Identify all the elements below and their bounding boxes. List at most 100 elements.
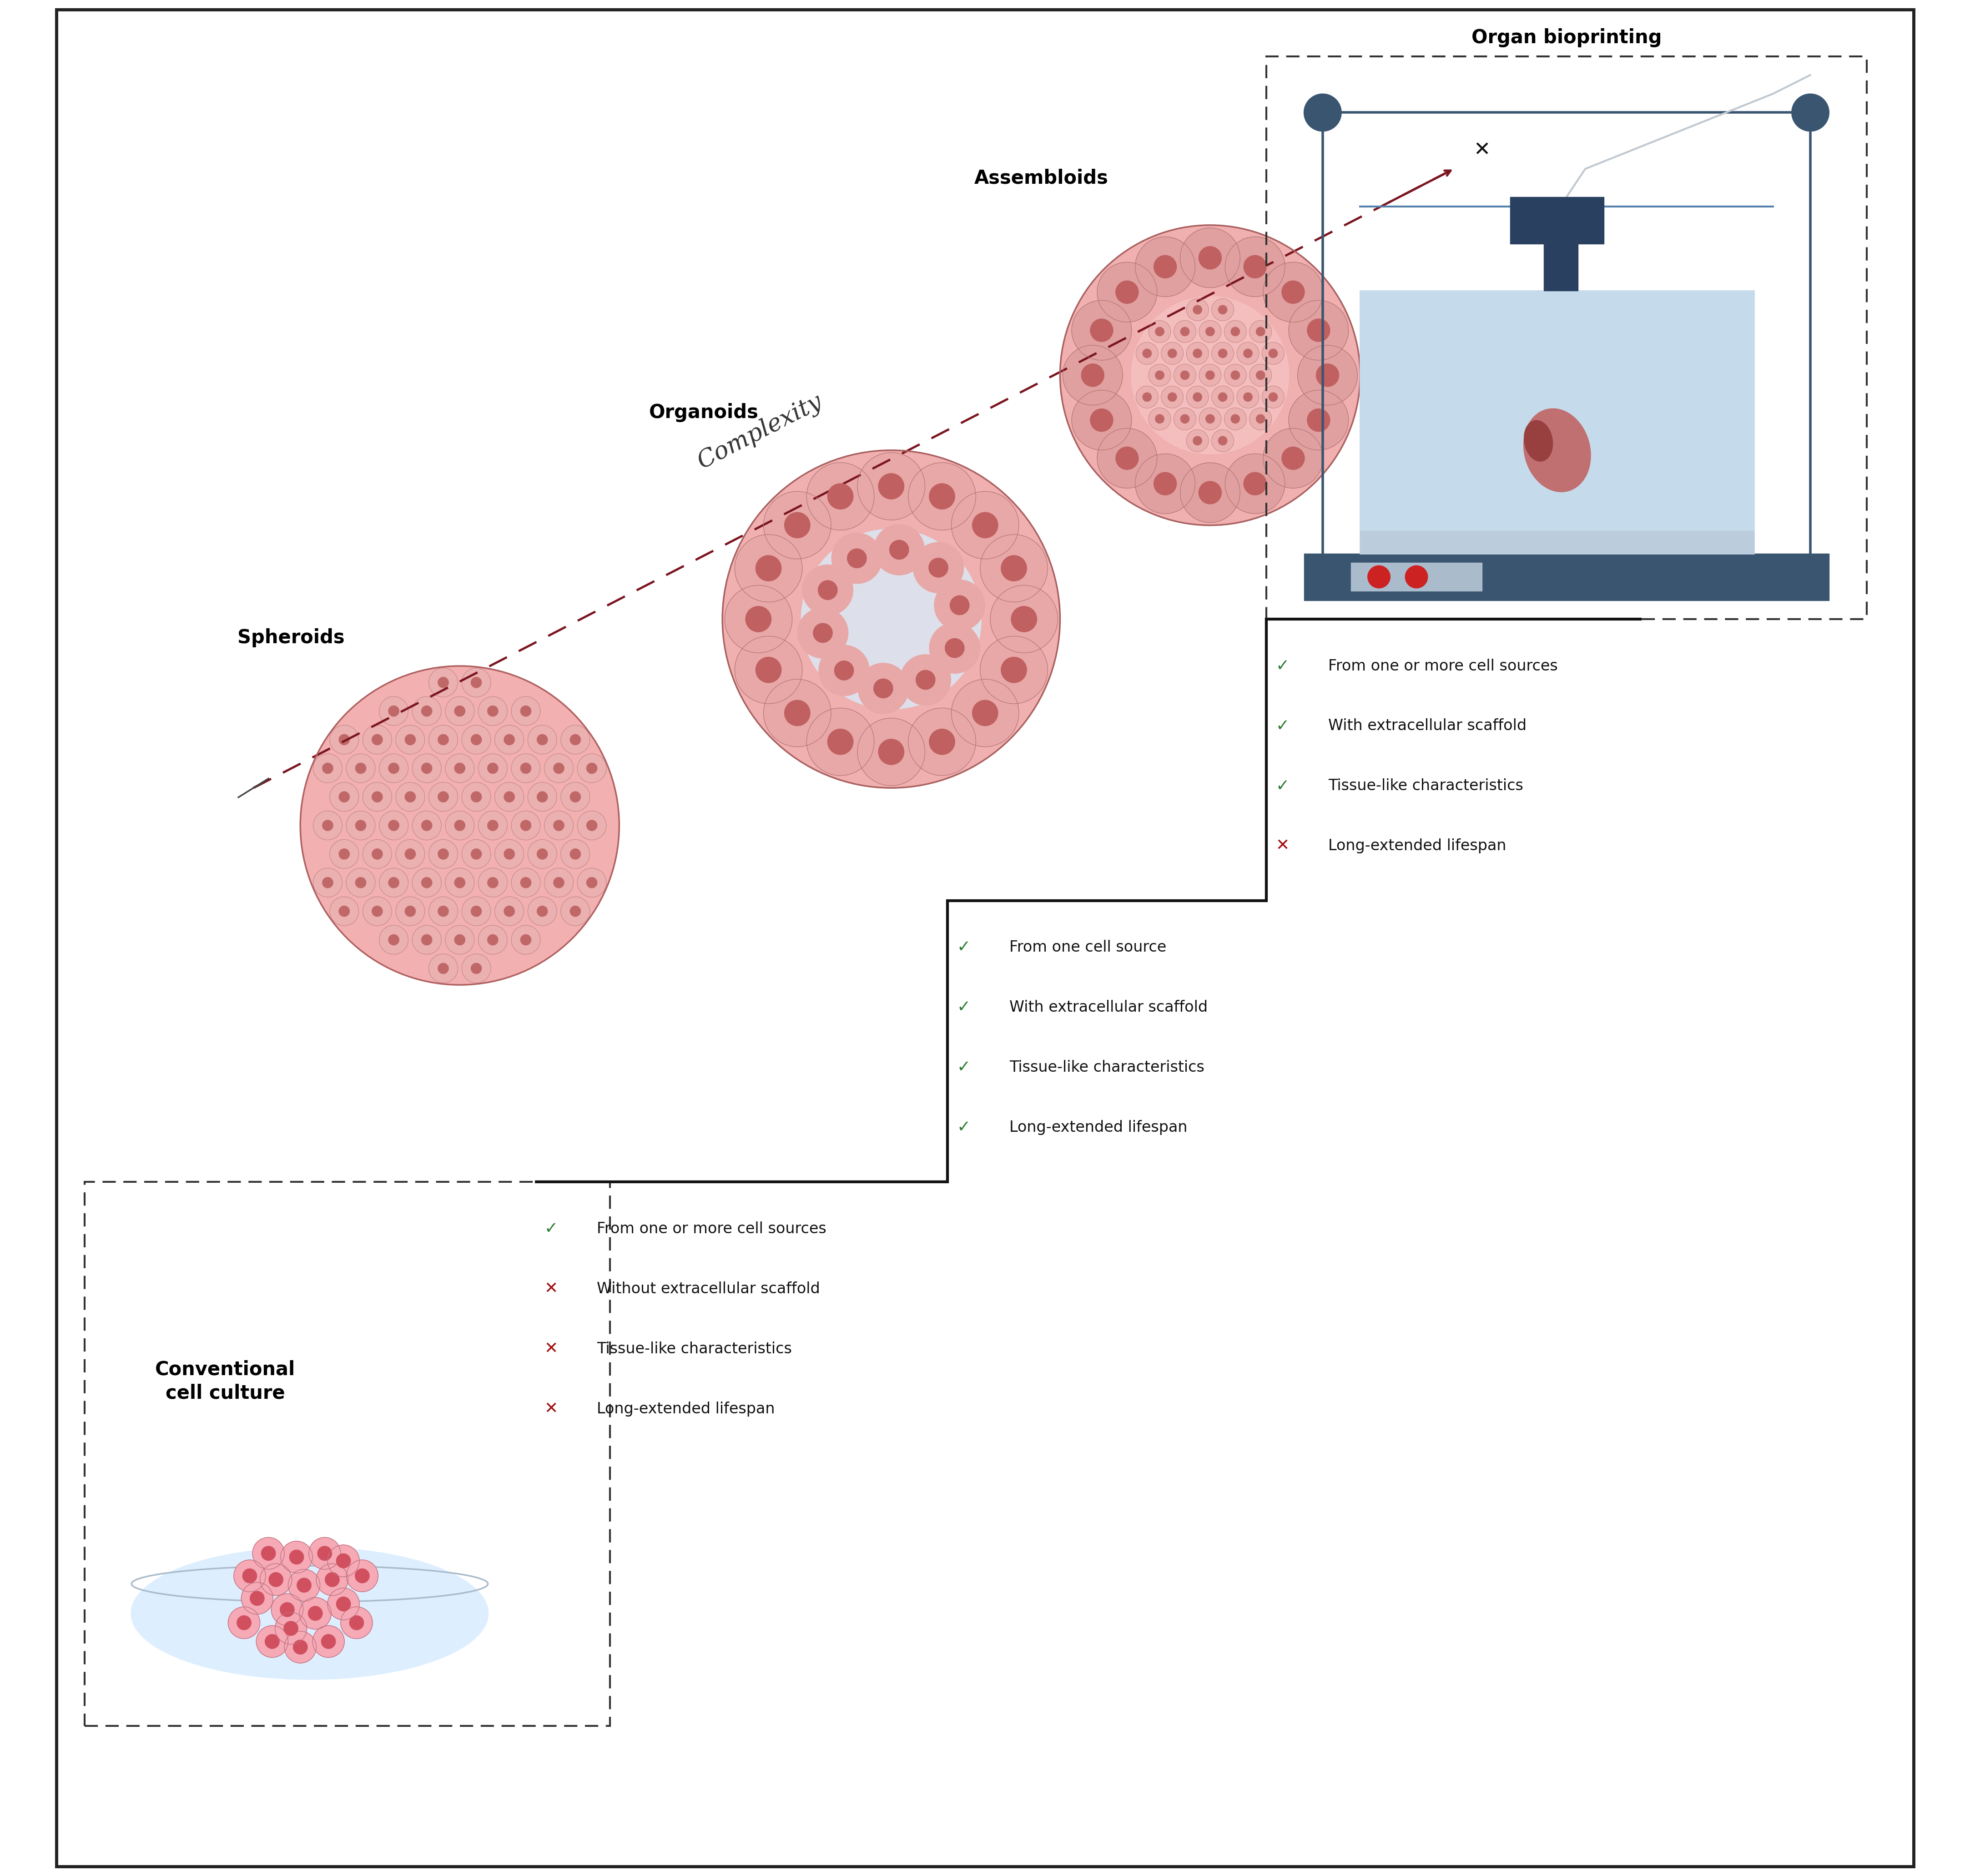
Circle shape: [341, 1606, 372, 1640]
Circle shape: [494, 839, 524, 869]
Circle shape: [847, 548, 867, 568]
Circle shape: [1137, 341, 1158, 364]
Circle shape: [461, 839, 491, 869]
Circle shape: [339, 906, 349, 917]
Circle shape: [1405, 565, 1428, 587]
Circle shape: [422, 878, 431, 887]
Circle shape: [355, 764, 366, 773]
Circle shape: [445, 810, 475, 840]
Circle shape: [388, 934, 400, 946]
Circle shape: [437, 906, 449, 917]
Text: ✓: ✓: [957, 1060, 971, 1075]
Circle shape: [554, 820, 563, 831]
Circle shape: [412, 869, 441, 897]
Circle shape: [1097, 263, 1156, 323]
Circle shape: [1174, 407, 1196, 430]
Circle shape: [494, 782, 524, 812]
Circle shape: [930, 623, 979, 673]
Circle shape: [471, 734, 481, 745]
Circle shape: [561, 782, 589, 812]
Text: ✕: ✕: [544, 1281, 558, 1296]
Circle shape: [299, 666, 619, 985]
Circle shape: [362, 726, 392, 754]
Circle shape: [260, 1565, 292, 1595]
Circle shape: [512, 869, 540, 897]
Circle shape: [471, 906, 481, 917]
Circle shape: [406, 734, 416, 745]
Circle shape: [1308, 319, 1330, 341]
Circle shape: [461, 726, 491, 754]
Circle shape: [372, 906, 382, 917]
Circle shape: [1225, 454, 1284, 514]
Circle shape: [1154, 255, 1176, 278]
Circle shape: [820, 645, 869, 696]
Circle shape: [494, 726, 524, 754]
Circle shape: [406, 848, 416, 859]
Circle shape: [327, 1546, 359, 1576]
Text: ✕: ✕: [1474, 141, 1491, 159]
Circle shape: [561, 726, 589, 754]
Circle shape: [479, 925, 508, 955]
Circle shape: [745, 606, 770, 632]
Circle shape: [1282, 281, 1304, 304]
Circle shape: [266, 1634, 280, 1649]
Circle shape: [396, 782, 426, 812]
Circle shape: [1206, 326, 1215, 336]
Circle shape: [347, 869, 374, 897]
Circle shape: [538, 792, 548, 803]
Bar: [85, 1182, 611, 1726]
Circle shape: [307, 1606, 323, 1621]
Circle shape: [1217, 306, 1227, 313]
Circle shape: [934, 580, 985, 630]
Circle shape: [1154, 371, 1164, 379]
Circle shape: [908, 463, 975, 531]
Circle shape: [290, 1550, 303, 1565]
Circle shape: [479, 869, 508, 897]
Circle shape: [912, 542, 963, 593]
Circle shape: [569, 792, 581, 803]
Circle shape: [422, 934, 431, 946]
Circle shape: [1308, 409, 1330, 431]
Circle shape: [236, 1615, 250, 1630]
Circle shape: [857, 452, 926, 520]
Circle shape: [1180, 463, 1239, 523]
Circle shape: [378, 696, 408, 726]
Circle shape: [1154, 473, 1176, 495]
Circle shape: [378, 925, 408, 955]
Circle shape: [471, 848, 481, 859]
Circle shape: [272, 1595, 303, 1625]
Circle shape: [577, 869, 607, 897]
Circle shape: [1223, 407, 1247, 430]
Circle shape: [329, 726, 359, 754]
Circle shape: [437, 848, 449, 859]
Circle shape: [396, 726, 426, 754]
Text: From one or more cell sources: From one or more cell sources: [597, 1221, 825, 1236]
Circle shape: [981, 636, 1048, 704]
Circle shape: [256, 1625, 288, 1658]
Circle shape: [362, 782, 392, 812]
Circle shape: [908, 707, 975, 775]
Circle shape: [337, 1596, 351, 1611]
Circle shape: [429, 782, 457, 812]
Circle shape: [1217, 349, 1227, 358]
Circle shape: [1194, 437, 1202, 445]
Circle shape: [355, 820, 366, 831]
Circle shape: [528, 839, 558, 869]
Bar: [1359, 531, 1753, 553]
Circle shape: [544, 869, 573, 897]
Circle shape: [347, 754, 374, 782]
Circle shape: [445, 925, 475, 955]
Circle shape: [325, 1572, 339, 1587]
Bar: [1351, 563, 1481, 591]
Circle shape: [1206, 371, 1215, 379]
Circle shape: [916, 670, 936, 690]
Circle shape: [1097, 428, 1156, 488]
Circle shape: [1062, 345, 1123, 405]
Circle shape: [487, 764, 498, 773]
Circle shape: [437, 677, 449, 688]
Circle shape: [388, 820, 400, 831]
Circle shape: [1149, 407, 1170, 430]
Circle shape: [461, 782, 491, 812]
Circle shape: [250, 1591, 264, 1606]
Circle shape: [349, 1615, 364, 1630]
